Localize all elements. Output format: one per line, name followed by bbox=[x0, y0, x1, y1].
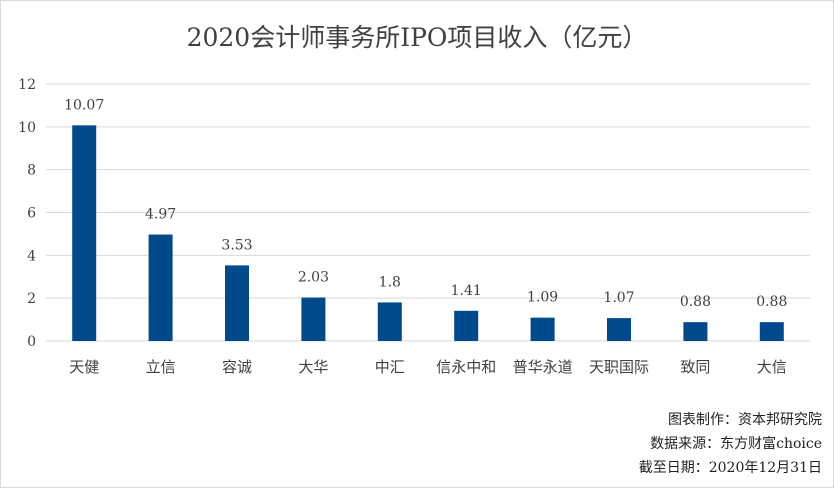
x-tick-label: 信永中和 bbox=[436, 358, 496, 376]
bar bbox=[377, 302, 402, 341]
data-label: 1.07 bbox=[603, 290, 634, 306]
data-label: 1.09 bbox=[527, 290, 558, 306]
y-tick-label: 12 bbox=[18, 77, 36, 93]
data-label: 1.8 bbox=[379, 274, 401, 290]
x-tick-label: 普华永道 bbox=[513, 358, 573, 376]
data-label: 1.41 bbox=[451, 283, 482, 299]
y-tick-label: 4 bbox=[27, 248, 36, 264]
y-axis-ticks: 0 2 4 6 8 10 12 bbox=[18, 77, 36, 350]
x-tick-label: 天健 bbox=[69, 358, 99, 376]
bar bbox=[301, 297, 326, 341]
source-note: 数据来源：东方财富choice bbox=[650, 436, 822, 452]
bar bbox=[225, 265, 249, 341]
bar bbox=[607, 318, 631, 341]
maker-note: 图表制作：资本邦研究院 bbox=[668, 412, 822, 428]
data-label: 0.88 bbox=[680, 294, 711, 310]
bar bbox=[454, 310, 479, 341]
x-axis-labels: 天健 立信 容诚 大华 中汇 信永中和 普华永道 天职国际 致同 大信 bbox=[69, 358, 787, 376]
data-label: 2.03 bbox=[298, 270, 329, 286]
data-label: 0.88 bbox=[756, 294, 787, 310]
data-label: 4.97 bbox=[145, 207, 176, 223]
x-tick-label: 天职国际 bbox=[589, 358, 649, 376]
data-labels: 10.07 4.97 3.53 2.03 1.8 1.41 1.09 1.07 0.88 0.88 bbox=[64, 97, 787, 310]
x-tick-label: 大华 bbox=[298, 358, 328, 376]
y-tick-label: 2 bbox=[27, 291, 36, 307]
x-tick-label: 立信 bbox=[146, 358, 176, 376]
bars bbox=[72, 125, 784, 341]
x-tick-label: 中汇 bbox=[375, 358, 405, 376]
y-tick-label: 6 bbox=[27, 206, 36, 222]
bar bbox=[530, 317, 555, 341]
x-tick-label: 容诚 bbox=[222, 358, 252, 376]
chart-title: 2020会计师事务所IPO项目收入（亿元） bbox=[186, 23, 648, 52]
data-label: 10.07 bbox=[64, 97, 104, 113]
chart-notes: 图表制作：资本邦研究院 数据来源：东方财富choice 截至日期：2020年12… bbox=[639, 408, 822, 480]
y-tick-label: 8 bbox=[27, 163, 36, 179]
date-note: 截至日期：2020年12月31日 bbox=[638, 460, 822, 476]
bar bbox=[148, 234, 173, 341]
y-tick-label: 10 bbox=[18, 120, 36, 136]
bar bbox=[759, 322, 784, 341]
gridlines bbox=[46, 83, 810, 342]
bar bbox=[683, 322, 708, 341]
x-tick-label: 致同 bbox=[680, 358, 710, 376]
data-label: 3.53 bbox=[221, 237, 252, 253]
x-tick-label: 大信 bbox=[757, 358, 787, 376]
bar bbox=[72, 125, 97, 341]
y-tick-label: 0 bbox=[27, 334, 36, 350]
